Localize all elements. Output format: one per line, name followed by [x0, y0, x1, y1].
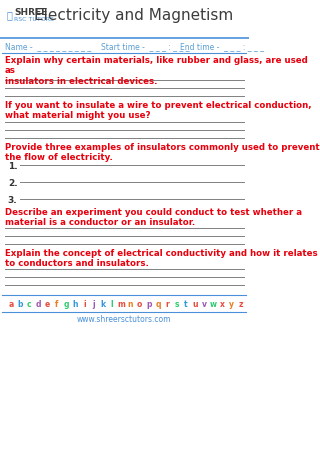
Text: www.shreersctutors.com: www.shreersctutors.com [77, 315, 172, 324]
Text: v: v [202, 300, 207, 309]
Text: Name -  _ _ _ _ _ _ _ _ _: Name - _ _ _ _ _ _ _ _ _ [5, 42, 91, 51]
Text: Electricity and Magnetism: Electricity and Magnetism [34, 8, 233, 23]
Text: l: l [111, 300, 113, 309]
Text: p: p [146, 300, 152, 309]
Text: Explain the concept of electrical conductivity and how it relates
to conductors : Explain the concept of electrical conduc… [5, 249, 317, 269]
Text: y: y [229, 300, 234, 309]
Text: t: t [184, 300, 188, 309]
Text: q: q [156, 300, 161, 309]
Text: If you want to insulate a wire to prevent electrical conduction,
what material m: If you want to insulate a wire to preven… [5, 101, 311, 120]
Text: u: u [192, 300, 198, 309]
Text: i: i [83, 300, 86, 309]
Text: x: x [220, 300, 225, 309]
Text: a: a [8, 300, 13, 309]
Text: b: b [17, 300, 23, 309]
Text: h: h [73, 300, 78, 309]
Text: c: c [27, 300, 32, 309]
Text: o: o [137, 300, 142, 309]
Text: k: k [100, 300, 106, 309]
Text: g: g [63, 300, 69, 309]
Text: 3.: 3. [8, 196, 17, 205]
Text: Provide three examples of insulators commonly used to prevent
the flow of electr: Provide three examples of insulators com… [5, 143, 319, 163]
Text: RSC TUTORS: RSC TUTORS [14, 17, 54, 22]
Text: f: f [55, 300, 59, 309]
Text: e: e [45, 300, 50, 309]
Text: z: z [239, 300, 243, 309]
Text: Describe an experiment you could conduct to test whether a
material is a conduct: Describe an experiment you could conduct… [5, 208, 302, 227]
Text: r: r [165, 300, 169, 309]
Text: SHREE: SHREE [14, 8, 47, 17]
Text: n: n [128, 300, 133, 309]
Text: End time -  _ _ _ : _ _ _: End time - _ _ _ : _ _ _ [180, 42, 264, 51]
Text: 2.: 2. [8, 179, 17, 188]
Text: 🌀: 🌀 [6, 10, 12, 20]
Text: j: j [92, 300, 95, 309]
Text: w: w [210, 300, 217, 309]
Text: Start time -  _ _ _ : _ _ _: Start time - _ _ _ : _ _ _ [101, 42, 190, 51]
Text: s: s [174, 300, 179, 309]
Text: m: m [117, 300, 125, 309]
Text: Explain why certain materials, like rubber and glass, are used as
insulators in : Explain why certain materials, like rubb… [5, 56, 308, 86]
Text: 1.: 1. [8, 162, 17, 171]
Text: d: d [36, 300, 41, 309]
